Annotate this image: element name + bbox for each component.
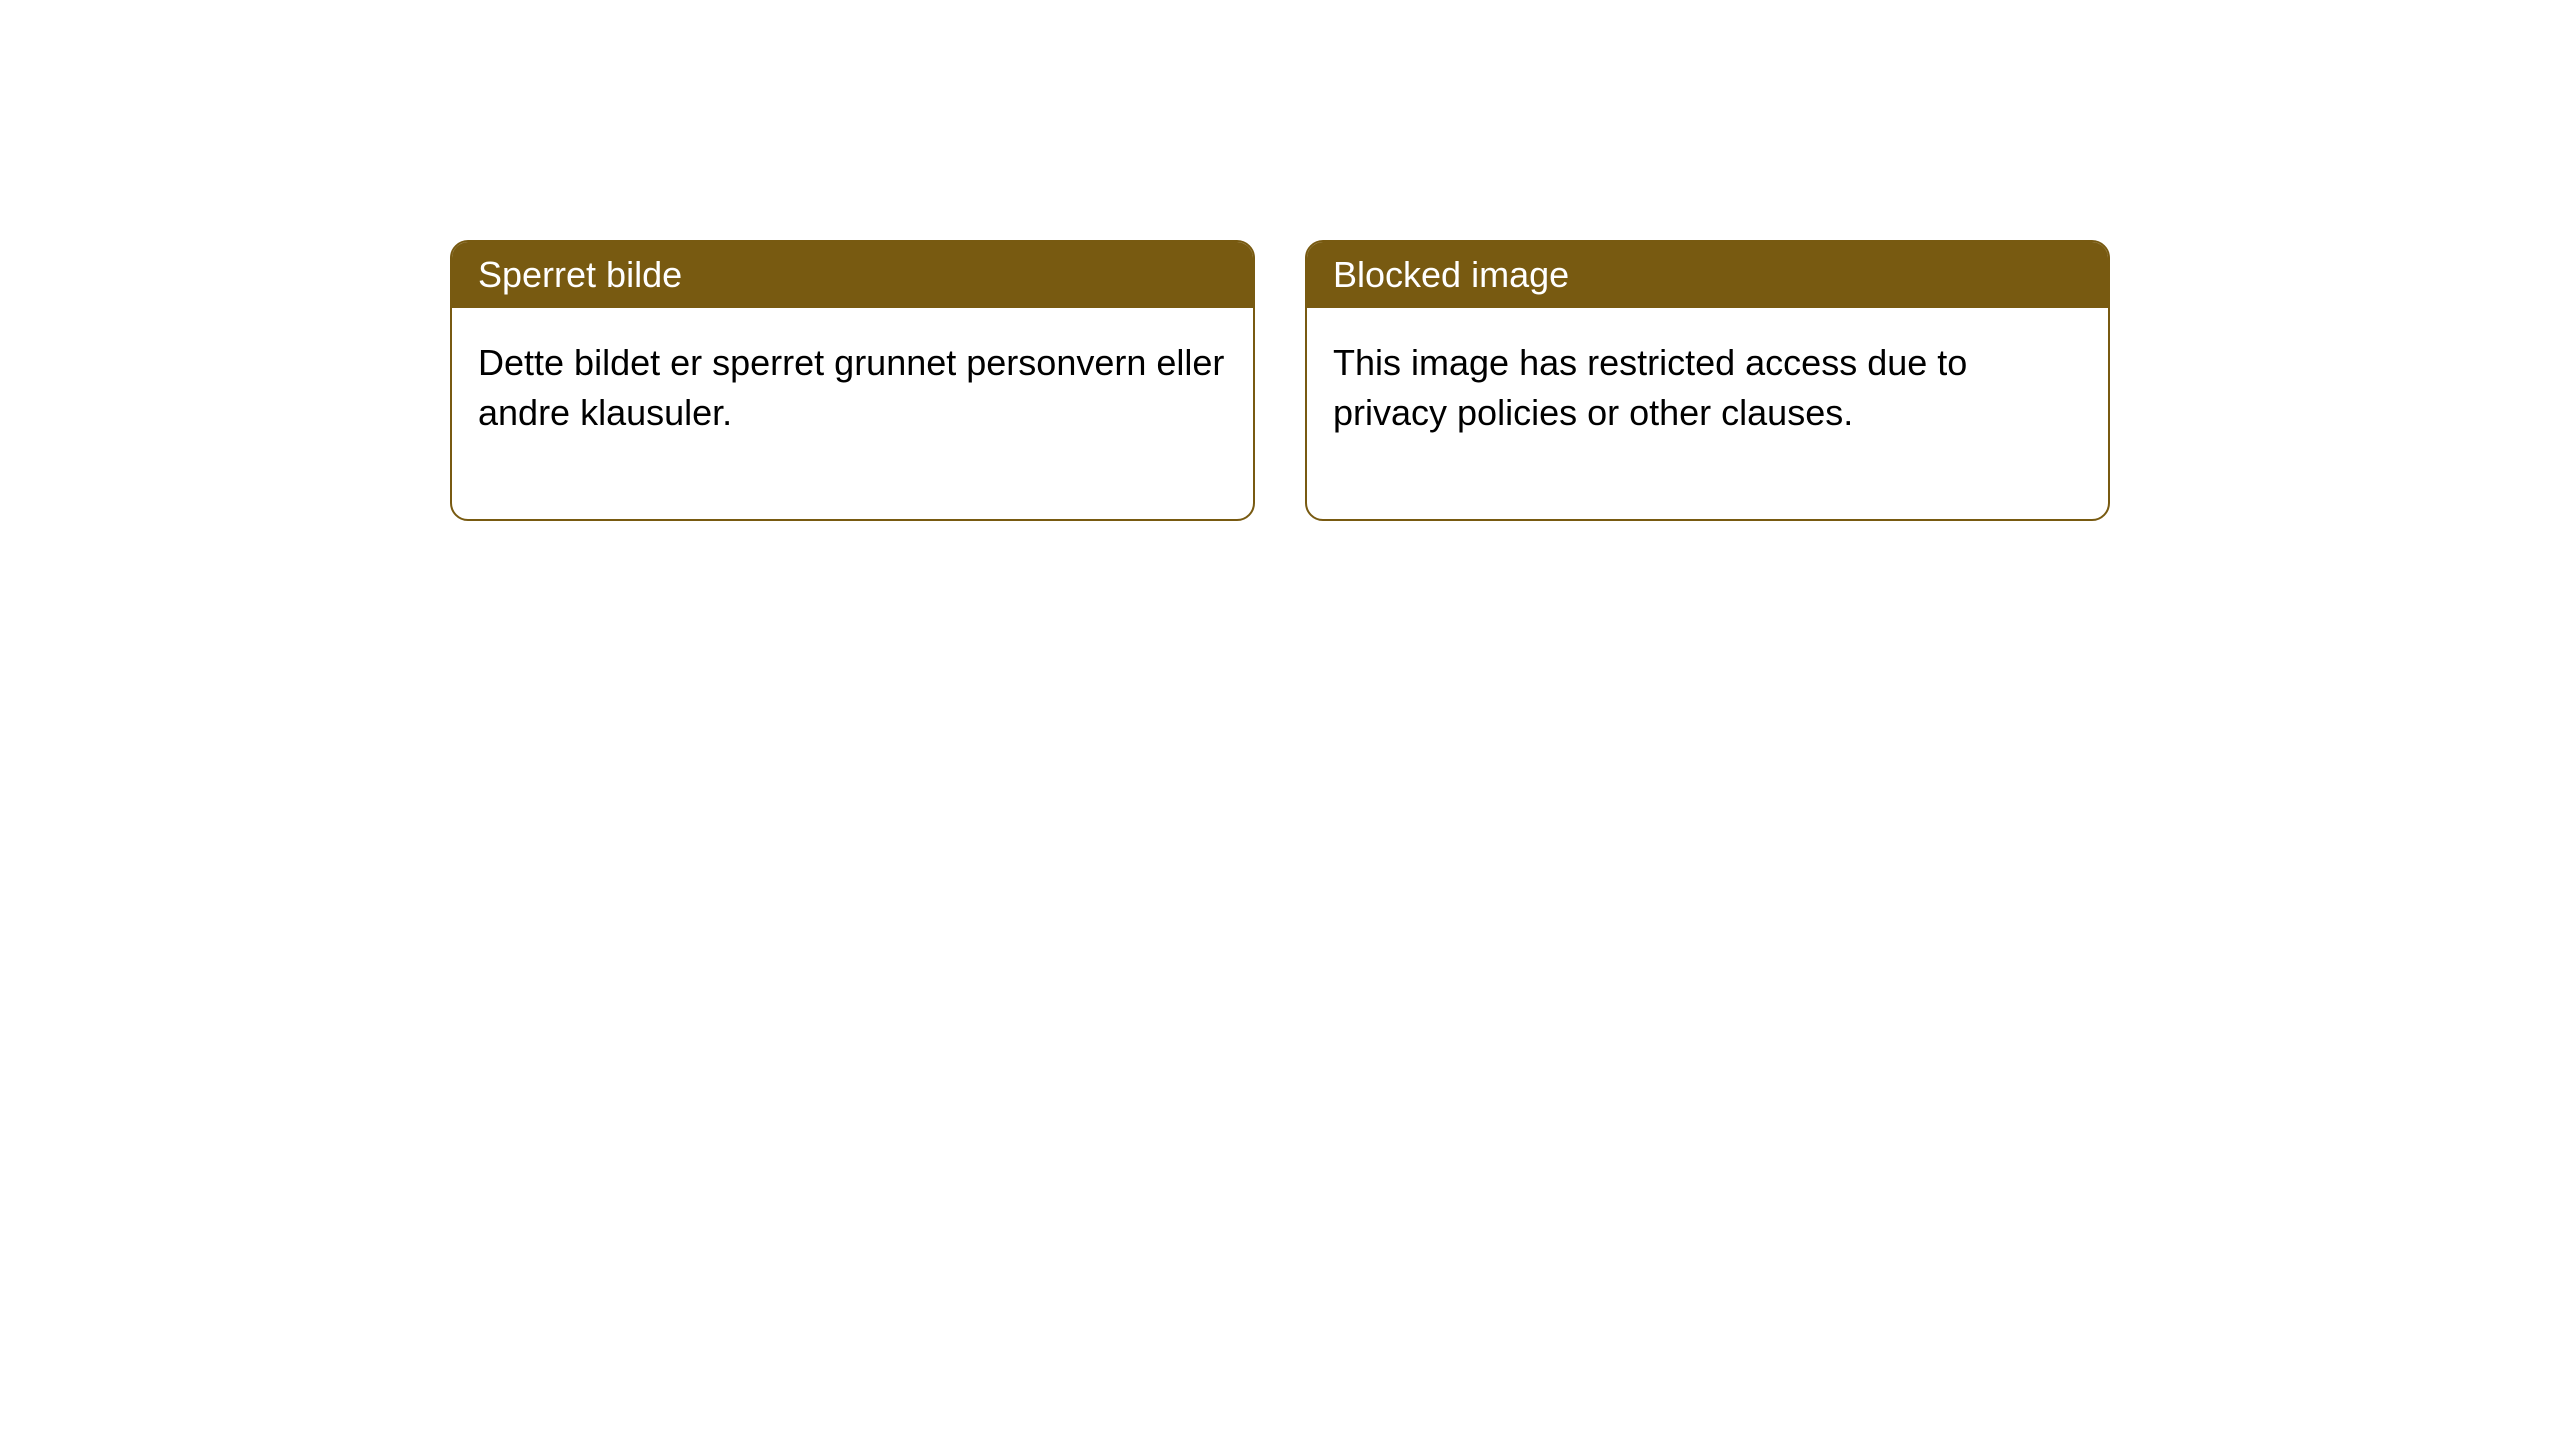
blocked-image-card-en: Blocked image This image has restricted … (1305, 240, 2110, 521)
notice-container: Sperret bilde Dette bildet er sperret gr… (0, 0, 2560, 521)
card-message: Dette bildet er sperret grunnet personve… (478, 342, 1224, 433)
card-title: Blocked image (1333, 254, 1569, 295)
card-body: Dette bildet er sperret grunnet personve… (452, 308, 1253, 519)
blocked-image-card-no: Sperret bilde Dette bildet er sperret gr… (450, 240, 1255, 521)
card-header: Sperret bilde (452, 242, 1253, 308)
card-header: Blocked image (1307, 242, 2108, 308)
card-message: This image has restricted access due to … (1333, 342, 1967, 433)
card-body: This image has restricted access due to … (1307, 308, 2108, 519)
card-title: Sperret bilde (478, 254, 682, 295)
